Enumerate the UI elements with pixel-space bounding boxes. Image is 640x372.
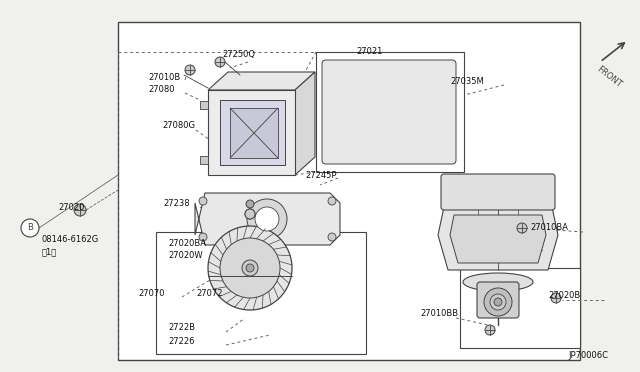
Ellipse shape bbox=[463, 273, 533, 291]
Text: 27080: 27080 bbox=[148, 86, 175, 94]
Polygon shape bbox=[208, 72, 315, 90]
Text: JP70006C: JP70006C bbox=[568, 352, 608, 360]
Polygon shape bbox=[295, 72, 315, 175]
Polygon shape bbox=[220, 100, 285, 165]
Text: 27072: 27072 bbox=[196, 289, 223, 298]
FancyBboxPatch shape bbox=[441, 174, 555, 210]
Text: （1）: （1） bbox=[42, 247, 57, 257]
Text: 27070: 27070 bbox=[138, 289, 164, 298]
Bar bbox=[118, 22, 580, 360]
Circle shape bbox=[74, 204, 86, 216]
FancyBboxPatch shape bbox=[477, 282, 519, 318]
Bar bbox=[156, 232, 366, 354]
Circle shape bbox=[21, 219, 39, 237]
Text: 08146-6162G: 08146-6162G bbox=[42, 235, 99, 244]
Polygon shape bbox=[450, 215, 546, 263]
Circle shape bbox=[328, 233, 336, 241]
Polygon shape bbox=[208, 90, 295, 175]
Circle shape bbox=[208, 226, 292, 310]
Circle shape bbox=[245, 209, 255, 219]
Circle shape bbox=[220, 238, 280, 298]
Text: 27020: 27020 bbox=[58, 203, 84, 212]
Text: 27010BB: 27010BB bbox=[420, 308, 458, 317]
Circle shape bbox=[185, 65, 195, 75]
Text: 27010BA: 27010BA bbox=[530, 224, 568, 232]
Circle shape bbox=[242, 260, 258, 276]
FancyBboxPatch shape bbox=[322, 60, 456, 164]
Polygon shape bbox=[438, 207, 558, 270]
Text: FRONT: FRONT bbox=[595, 64, 623, 89]
Text: 27020W: 27020W bbox=[168, 251, 203, 260]
Bar bbox=[460, 268, 580, 348]
Text: 27250Q: 27250Q bbox=[222, 51, 255, 60]
Text: 27238: 27238 bbox=[163, 199, 189, 208]
Text: 2722B: 2722B bbox=[168, 324, 195, 333]
Text: 27035M: 27035M bbox=[450, 77, 484, 87]
Circle shape bbox=[246, 264, 254, 272]
Text: 27245P: 27245P bbox=[305, 171, 337, 180]
Circle shape bbox=[490, 294, 506, 310]
Circle shape bbox=[245, 209, 255, 219]
Text: B: B bbox=[27, 224, 33, 232]
Text: 27226: 27226 bbox=[168, 337, 195, 346]
Text: 27020B: 27020B bbox=[548, 292, 580, 301]
Circle shape bbox=[255, 207, 279, 231]
Circle shape bbox=[328, 197, 336, 205]
Circle shape bbox=[551, 293, 561, 303]
Circle shape bbox=[484, 288, 512, 316]
Circle shape bbox=[494, 298, 502, 306]
Text: 27080G: 27080G bbox=[162, 122, 195, 131]
Polygon shape bbox=[230, 108, 278, 158]
Circle shape bbox=[199, 197, 207, 205]
Circle shape bbox=[199, 233, 207, 241]
Text: 27010B: 27010B bbox=[148, 74, 180, 83]
Circle shape bbox=[247, 199, 287, 239]
Circle shape bbox=[517, 223, 527, 233]
Text: 27021: 27021 bbox=[356, 48, 382, 57]
Text: 27020BA: 27020BA bbox=[168, 240, 206, 248]
Circle shape bbox=[485, 325, 495, 335]
Polygon shape bbox=[195, 193, 340, 245]
Circle shape bbox=[215, 57, 225, 67]
Bar bbox=[200, 101, 208, 109]
Bar bbox=[316, 52, 464, 172]
Bar bbox=[200, 156, 208, 164]
Circle shape bbox=[246, 200, 254, 208]
